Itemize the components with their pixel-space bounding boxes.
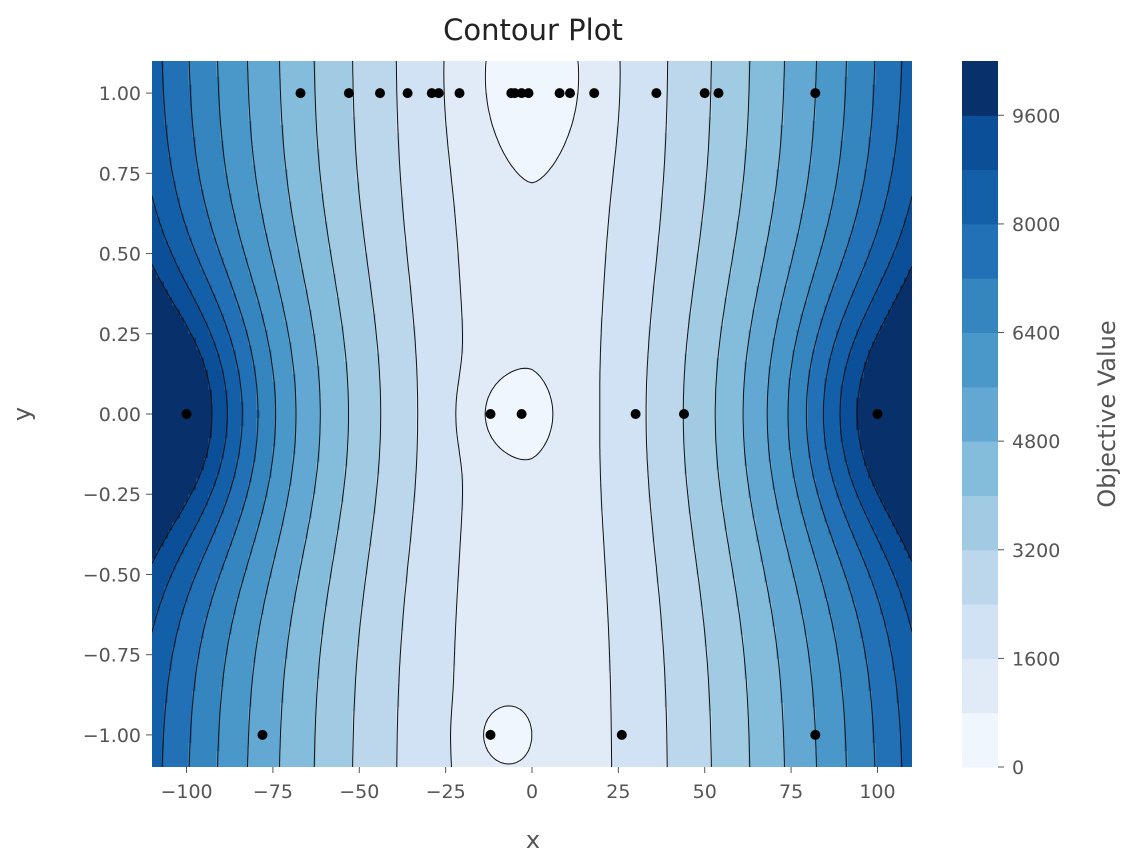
x-tick-label: −75 xyxy=(253,781,293,803)
x-tick-label: 50 xyxy=(693,781,717,803)
sample-point xyxy=(258,730,268,740)
colorbar-band xyxy=(962,550,998,605)
x-tick-label: 75 xyxy=(779,781,803,803)
colorbar-band xyxy=(962,115,998,170)
y-tick-label: 0.75 xyxy=(99,163,141,185)
sample-point xyxy=(517,409,527,419)
sample-point xyxy=(486,730,496,740)
x-tick-label: 0 xyxy=(526,781,538,803)
sample-point xyxy=(617,730,627,740)
sample-point xyxy=(524,88,534,98)
y-tick-label: 1.00 xyxy=(99,83,141,105)
y-tick-label: 0.00 xyxy=(99,404,141,426)
colorbar-tick-label: 0 xyxy=(1012,757,1024,779)
colorbar-tick-label: 9600 xyxy=(1012,105,1060,127)
colorbar: 0 1600 3200 4800 6400 8000 9600 xyxy=(962,61,1060,779)
colorbar-title: Objective Value xyxy=(1093,320,1121,507)
x-axis-title: x xyxy=(526,826,540,854)
colorbar-tick-label: 4800 xyxy=(1012,431,1060,453)
x-tick-label: 100 xyxy=(859,781,895,803)
sample-point xyxy=(679,409,689,419)
y-axis-title: y xyxy=(8,407,36,421)
colorbar-band xyxy=(962,604,998,659)
y-tick-label: 0.50 xyxy=(99,244,141,266)
sample-point xyxy=(651,88,661,98)
sample-point xyxy=(700,88,710,98)
colorbar-tick-label: 8000 xyxy=(1012,214,1060,236)
sample-point xyxy=(631,409,641,419)
colorbar-band xyxy=(962,278,998,333)
sample-point xyxy=(589,88,599,98)
colorbar-band xyxy=(962,387,998,442)
x-axis: −100 −75 −50 −25 0 25 50 75 100 xyxy=(160,767,895,803)
sample-point xyxy=(375,88,385,98)
contour-fill xyxy=(152,61,913,768)
x-tick-label: 25 xyxy=(606,781,630,803)
sample-point xyxy=(810,88,820,98)
sample-point xyxy=(344,88,354,98)
x-tick-label: −100 xyxy=(160,781,212,803)
sample-point xyxy=(403,88,413,98)
y-tick-label: −0.50 xyxy=(83,564,141,586)
sample-point xyxy=(455,88,465,98)
sample-point xyxy=(434,88,444,98)
colorbar-tick-label: 3200 xyxy=(1012,540,1060,562)
colorbar-tick-label: 1600 xyxy=(1012,648,1060,670)
sample-point xyxy=(182,409,192,419)
sample-point xyxy=(296,88,306,98)
colorbar-band xyxy=(962,441,998,496)
y-tick-label: −0.25 xyxy=(83,484,141,506)
colorbar-band xyxy=(962,713,998,768)
colorbar-band xyxy=(962,224,998,279)
x-tick-label: −25 xyxy=(426,781,466,803)
chart-title: Contour Plot xyxy=(443,13,623,47)
colorbar-tick-label: 6400 xyxy=(1012,323,1060,345)
sample-point xyxy=(873,409,883,419)
x-tick-label: −50 xyxy=(339,781,379,803)
sample-point xyxy=(486,409,496,419)
sample-point xyxy=(810,730,820,740)
sample-point xyxy=(555,88,565,98)
y-tick-label: −0.75 xyxy=(83,645,141,667)
colorbar-band xyxy=(962,658,998,713)
sample-point xyxy=(714,88,724,98)
colorbar-band xyxy=(962,496,998,551)
sample-point xyxy=(565,88,575,98)
y-tick-label: −1.00 xyxy=(83,725,141,747)
plot-area xyxy=(152,61,913,768)
colorbar-band xyxy=(962,333,998,388)
y-axis: 1.00 0.75 0.50 0.25 0.00 −0.25 −0.50 −0.75 −1.00 xyxy=(83,83,152,747)
colorbar-band xyxy=(962,170,998,225)
colorbar-band xyxy=(962,61,998,116)
y-tick-label: 0.25 xyxy=(99,324,141,346)
